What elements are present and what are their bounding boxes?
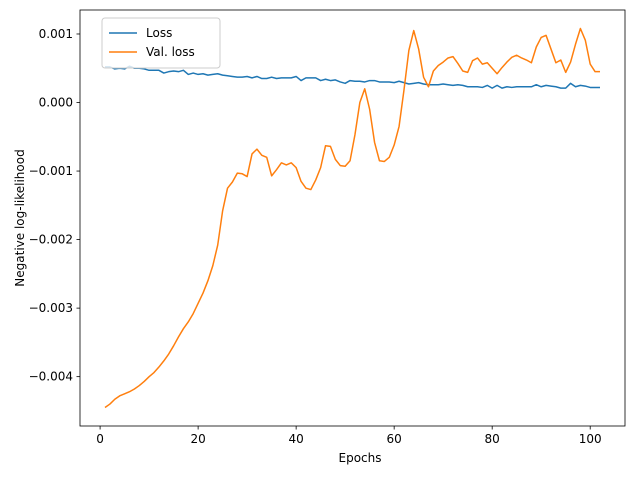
- y-tick-label: −0.001: [29, 164, 73, 178]
- legend-label-0: Loss: [146, 26, 172, 40]
- series-line-0: [105, 65, 600, 89]
- x-tick-label: 100: [579, 432, 602, 446]
- y-tick-label: 0.001: [39, 27, 73, 41]
- y-tick-label: −0.003: [29, 301, 73, 315]
- y-tick-label: −0.002: [29, 233, 73, 247]
- x-tick-label: 40: [288, 432, 303, 446]
- x-tick-label: 60: [387, 432, 402, 446]
- series-layer: [104, 27, 600, 409]
- axes-layer: 0 20 40 60 80 100 −0.004 −0.003 −0.002 −0.001 0.00…: [29, 9, 626, 446]
- plot-frame: [79, 9, 626, 427]
- x-tick-label: 0: [96, 432, 104, 446]
- legend: Loss Val. loss: [101, 17, 221, 69]
- x-tick-label: 20: [190, 432, 205, 446]
- legend-box: [101, 17, 221, 69]
- x-axis-label: Epochs: [339, 451, 382, 465]
- x-tick-label: 80: [485, 432, 500, 446]
- y-axis-label: Negative log-likelihood: [13, 149, 27, 286]
- y-tick-label: −0.004: [29, 370, 73, 384]
- legend-label-1: Val. loss: [146, 45, 195, 59]
- y-tick-label: 0.000: [39, 96, 73, 110]
- series-line-1: [104, 27, 600, 409]
